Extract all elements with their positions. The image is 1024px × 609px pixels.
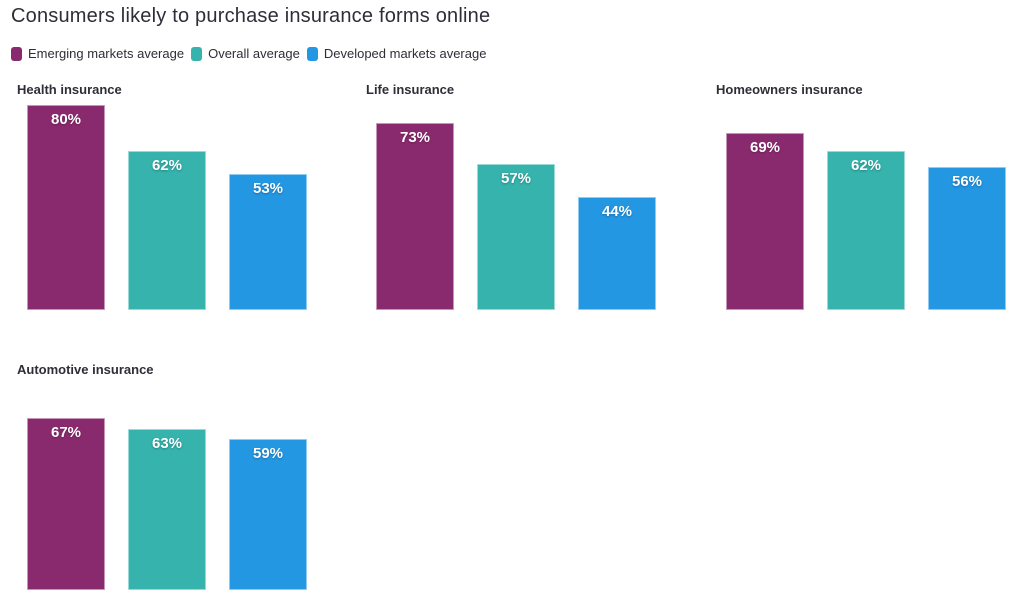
bar-overall-average: 63%	[128, 428, 206, 590]
legend-item-emerging-markets-average: Emerging markets average	[11, 46, 184, 61]
bar-value-label: 67%	[50, 424, 82, 442]
bar-value-label: 57%	[500, 170, 532, 188]
chart-title: Consumers likely to purchase insurance f…	[11, 5, 491, 27]
group-title: Life insurance	[366, 82, 455, 97]
bar-developed-markets-average: 59%	[229, 438, 307, 590]
legend: Emerging markets average Overall average D…	[11, 46, 486, 61]
bar-value-label: 73%	[399, 129, 431, 147]
bar-value-label: 80%	[50, 111, 82, 129]
chart-group-automotive-insurance: Automotive insurance 67% 63% 59%	[17, 363, 347, 590]
bar-overall-average: 62%	[128, 151, 206, 310]
legend-swatch-icon	[306, 46, 318, 61]
bar-overall-average: 57%	[477, 164, 555, 310]
group-title: Health insurance	[17, 82, 122, 97]
group-bars: 67% 63% 59%	[17, 377, 347, 590]
bar-value-label: 56%	[951, 172, 983, 190]
group-bars: 69% 62% 56%	[716, 97, 1024, 310]
bar-emerging-markets-average: 69%	[726, 133, 804, 310]
bar-value-label: 44%	[601, 203, 633, 221]
group-title: Homeowners insurance	[716, 82, 863, 97]
chart-group-homeowners-insurance: Homeowners insurance 69% 62% 56%	[716, 83, 1024, 310]
bar-developed-markets-average: 44%	[578, 197, 656, 310]
bar-overall-average: 62%	[827, 151, 905, 310]
bar-emerging-markets-average: 80%	[27, 105, 105, 310]
legend-item-overall-average: Overall average	[191, 46, 300, 61]
bar-emerging-markets-average: 73%	[376, 123, 454, 310]
legend-item-developed-markets-average: Developed markets average	[306, 46, 487, 61]
bar-developed-markets-average: 56%	[928, 166, 1006, 310]
bar-value-label: 59%	[252, 444, 284, 462]
group-title: Automotive insurance	[17, 362, 154, 377]
bar-value-label: 63%	[151, 434, 183, 452]
bar-developed-markets-average: 53%	[229, 174, 307, 310]
group-bars: 80% 62% 53%	[17, 97, 347, 310]
bar-value-label: 53%	[252, 180, 284, 198]
legend-item-label: Developed markets average	[323, 46, 487, 61]
chart-group-life-insurance: Life insurance 73% 57% 44%	[366, 83, 696, 310]
bar-value-label: 62%	[151, 157, 183, 175]
legend-swatch-icon	[191, 46, 203, 61]
legend-item-label: Overall average	[208, 46, 300, 61]
legend-swatch-icon	[11, 46, 22, 61]
bar-emerging-markets-average: 67%	[27, 418, 105, 590]
group-bars: 73% 57% 44%	[366, 97, 696, 310]
legend-item-label: Emerging markets average	[28, 46, 185, 61]
bar-value-label: 62%	[850, 157, 882, 175]
bar-value-label: 69%	[749, 139, 781, 157]
chart-group-health-insurance: Health insurance 80% 62% 53%	[17, 83, 347, 310]
